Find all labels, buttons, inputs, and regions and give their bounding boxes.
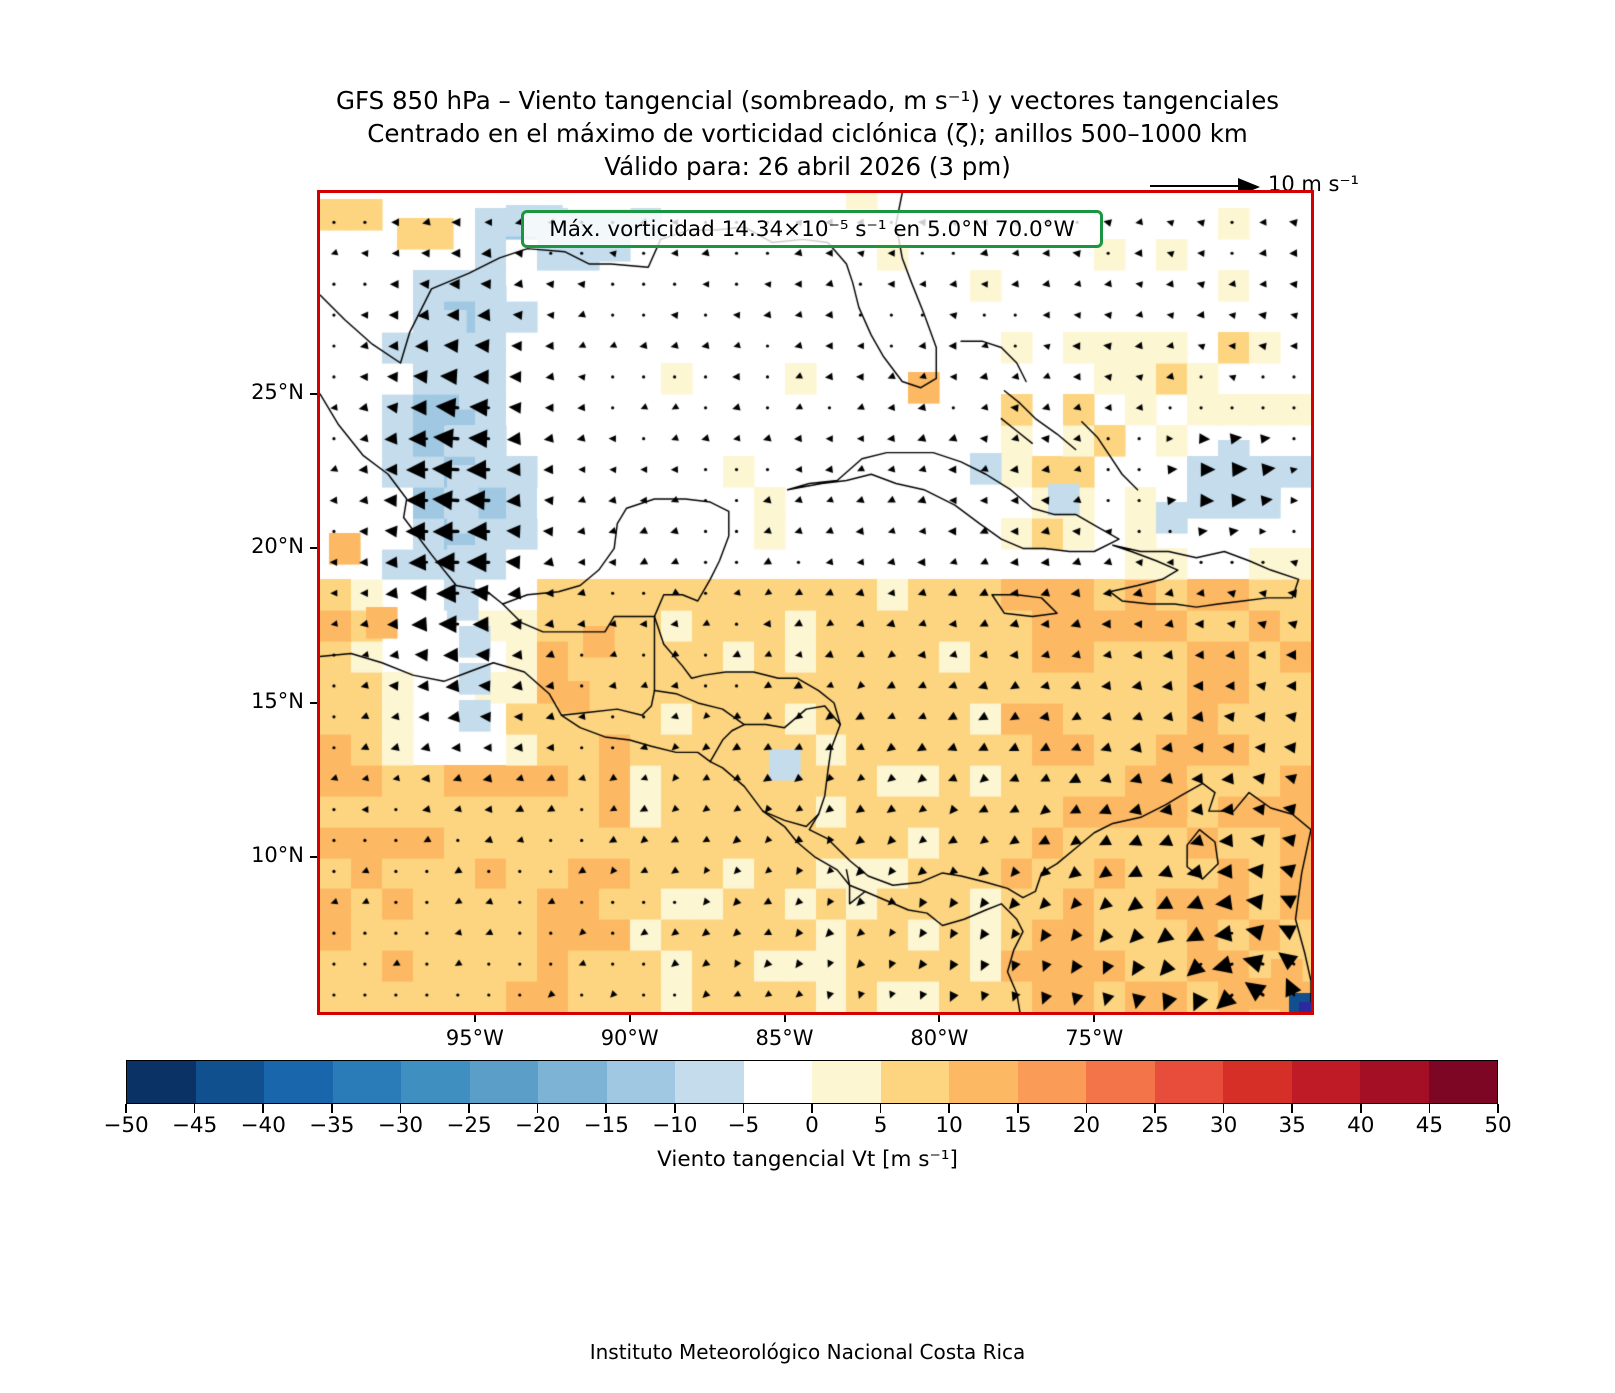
colorbar-tick (605, 1104, 608, 1113)
colorbar-tick-label: −50 (103, 1113, 149, 1138)
colorbar-cell-17 (1291, 1061, 1360, 1103)
map-plot-area[interactable] (317, 190, 1314, 1015)
colorbar-cell-1 (195, 1061, 264, 1103)
colorbar-tick (673, 1104, 676, 1113)
ytick-label-20°N: 20°N (251, 534, 304, 559)
colorbar-cell-6 (538, 1061, 607, 1103)
colorbar-tick (1428, 1104, 1431, 1113)
colorbar-cell-16 (1223, 1061, 1292, 1103)
colorbar-cell-14 (1086, 1061, 1155, 1103)
title-line-2: Centrado en el máximo de vorticidad cicl… (367, 119, 1248, 148)
colorbar-tick-label: −15 (583, 1113, 629, 1138)
max-vorticity-annotation: Máx. vorticidad 14.34×10⁻⁵ s⁻¹ en 5.0°N … (521, 210, 1103, 248)
colorbar-tick-label: 45 (1415, 1113, 1444, 1138)
xtick-label-80°W: 80°W (910, 1026, 969, 1050)
title-line-3: Válido para: 26 abril 2026 (3 pm) (604, 152, 1011, 181)
ytick-label-15°N: 15°N (251, 688, 304, 713)
quiver-key-arrow-shaft (1150, 185, 1242, 188)
colorbar-tick (742, 1104, 745, 1113)
map-canvas (320, 193, 1311, 1012)
xtick-label-95°W: 95°W (445, 1026, 504, 1050)
colorbar-tick-label: 10 (935, 1113, 963, 1138)
colorbar-cell-12 (949, 1061, 1018, 1103)
colorbar-cell-13 (1017, 1061, 1086, 1103)
colorbar-tick (1016, 1104, 1019, 1113)
colorbar-tick (1085, 1104, 1088, 1113)
colorbar-tick-label: 40 (1347, 1113, 1375, 1138)
colorbar-cell-10 (812, 1061, 881, 1103)
colorbar-tick-label: 5 (873, 1113, 888, 1138)
colorbar[interactable]: −50 −45 −40 −35 −30 −25 −20 −15 −10 −5 0 5 10 15 20 25 3… (103, 1060, 1512, 1143)
colorbar-ticks (125, 1104, 1499, 1113)
colorbar-tick-label: 50 (1484, 1113, 1512, 1138)
colorbar-tick-label: −20 (514, 1113, 561, 1138)
colorbar-tick-label: −5 (727, 1113, 760, 1138)
colorbar-cell-19 (1428, 1061, 1497, 1103)
colorbar-cell-3 (332, 1061, 401, 1103)
colorbar-tick-label: 20 (1072, 1113, 1101, 1138)
colorbar-tick (1359, 1104, 1362, 1113)
colorbar-tick-labels: −50 −45 −40 −35 −30 −25 −20 −15 −10 −5 0 5 10 15 20 25 3… (103, 1113, 1511, 1143)
xtick-mark (473, 1015, 476, 1022)
colorbar-cell-11 (880, 1061, 949, 1103)
colorbar-tick (1154, 1104, 1156, 1113)
colorbar-tick (262, 1104, 265, 1113)
ytick-mark (310, 392, 317, 395)
colorbar-cell-15 (1154, 1061, 1223, 1103)
colorbar-tick (125, 1104, 127, 1113)
ytick-label-10°N: 10°N (251, 843, 304, 868)
colorbar-tick-label: −40 (240, 1113, 286, 1138)
colorbar-tick (468, 1104, 470, 1113)
ytick-mark (310, 856, 317, 859)
chart-title: GFS 850 hPa – Viento tangencial (sombrea… (0, 84, 1615, 183)
colorbar-cell-18 (1360, 1061, 1429, 1103)
colorbar-gradient (126, 1060, 1498, 1104)
colorbar-tick-label: 35 (1278, 1113, 1306, 1138)
colorbar-tick (536, 1104, 539, 1113)
xtick-mark (628, 1015, 631, 1022)
colorbar-tick-label: 30 (1209, 1113, 1238, 1138)
max-vorticity-text: Máx. vorticidad 14.34×10⁻⁵ s⁻¹ en 5.0°N … (549, 216, 1075, 242)
colorbar-tick (1291, 1104, 1294, 1113)
colorbar-tick (193, 1104, 196, 1113)
colorbar-cell-5 (469, 1061, 538, 1103)
colorbar-tick-label: −25 (446, 1113, 492, 1138)
colorbar-tick-label: −30 (377, 1113, 424, 1138)
colorbar-tick-label: −35 (309, 1113, 355, 1138)
xtick-label-75°W: 75°W (1065, 1026, 1124, 1050)
ytick-mark (310, 547, 317, 550)
colorbar-label: Viento tangencial Vt [m s⁻¹] (657, 1147, 958, 1172)
ytick-label-25°N: 25°N (251, 379, 304, 404)
xtick-mark (938, 1015, 941, 1022)
colorbar-tick (948, 1104, 951, 1113)
colorbar-cell-4 (401, 1061, 470, 1103)
colorbar-tick-label: 0 (805, 1113, 819, 1138)
colorbar-tick (1222, 1104, 1225, 1113)
colorbar-tick-label: −10 (652, 1113, 698, 1138)
xtick-label-90°W: 90°W (600, 1026, 659, 1050)
colorbar-tick (399, 1104, 402, 1113)
colorbar-tick-label: 15 (1004, 1113, 1032, 1138)
xtick-mark (1093, 1015, 1096, 1022)
colorbar-cell-0 (127, 1061, 196, 1103)
colorbar-tick (330, 1104, 333, 1113)
colorbar-tick (879, 1104, 882, 1113)
title-line-1: GFS 850 hPa – Viento tangencial (sombrea… (335, 86, 1280, 115)
ytick-mark (310, 701, 317, 704)
footer-credit: Instituto Meteorológico Nacional Costa R… (589, 1340, 1026, 1364)
colorbar-tick (811, 1104, 813, 1113)
colorbar-cell-9 (743, 1061, 812, 1103)
colorbar-tick-label: −45 (171, 1113, 218, 1138)
colorbar-tick (1497, 1104, 1499, 1113)
colorbar-cell-7 (606, 1061, 675, 1103)
xtick-label-85°W: 85°W (755, 1026, 814, 1050)
colorbar-tick-label: 25 (1141, 1113, 1169, 1138)
xtick-mark (783, 1015, 786, 1022)
colorbar-cell-2 (264, 1061, 333, 1103)
colorbar-cell-8 (675, 1061, 744, 1103)
